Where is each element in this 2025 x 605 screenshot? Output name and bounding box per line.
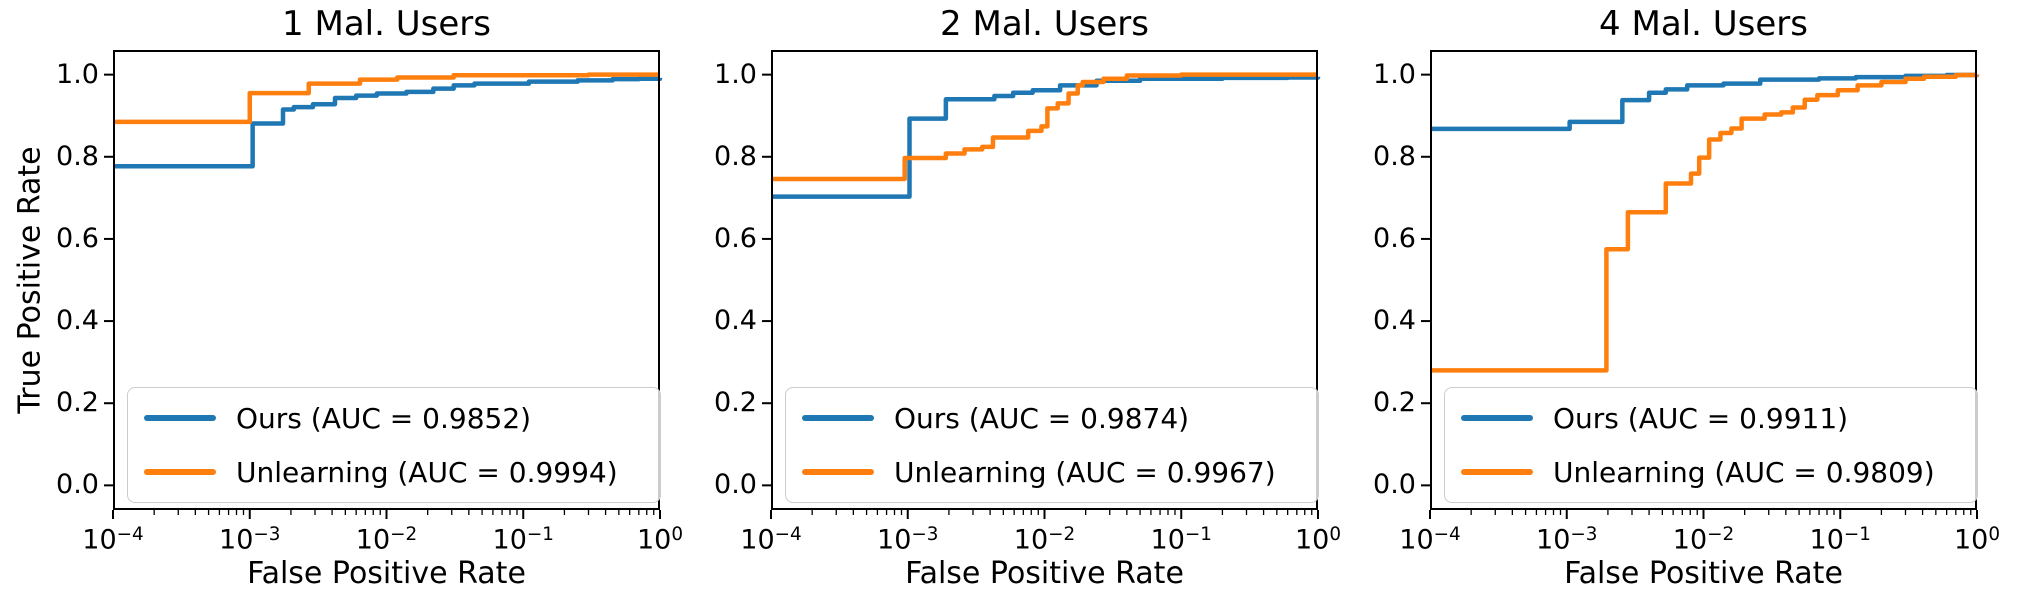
- legend-item: Unlearning (AUC = 0.9994): [144, 450, 644, 494]
- xtick-label: 10−3: [877, 524, 939, 556]
- legend-swatch-unlearning: [144, 469, 216, 475]
- ytick-label: 0.8: [1373, 140, 1416, 172]
- ytick-label: 0.6: [1373, 222, 1416, 254]
- legend-label: Unlearning (AUC = 0.9967): [894, 455, 1276, 489]
- legend-swatch-ours: [802, 415, 874, 421]
- xtick-label: 10−4: [82, 524, 144, 556]
- xtick-label: 10−3: [219, 524, 281, 556]
- ytick-label: 0.0: [1373, 469, 1416, 501]
- legend-label: Unlearning (AUC = 0.9994): [236, 455, 618, 489]
- x-axis-label: False Positive Rate: [1564, 556, 1843, 591]
- legend-swatch-ours: [144, 415, 216, 421]
- legend-item: Ours (AUC = 0.9852): [144, 396, 644, 440]
- legend: Ours (AUC = 0.9911) Unlearning (AUC = 0.9…: [1444, 387, 1978, 503]
- xtick-exponent: −2: [1048, 524, 1076, 545]
- legend-label: Unlearning (AUC = 0.9809): [1553, 455, 1935, 489]
- ytick-label: 0.0: [714, 469, 757, 501]
- xtick-exponent: 0: [1329, 524, 1342, 545]
- xtick-label: 10−2: [355, 524, 418, 556]
- roc-curve-unlearning: [771, 72, 1318, 182]
- xtick-label: 10−2: [1013, 524, 1076, 556]
- roc-curve-unlearning: [113, 72, 660, 125]
- ytick-label: 0.6: [714, 222, 757, 254]
- axes-spines: [113, 50, 660, 510]
- xtick-exponent: 0: [671, 524, 684, 545]
- xtick-label: 10−1: [1150, 524, 1212, 556]
- ytick-label: 0.6: [56, 222, 99, 254]
- xtick-exponent: −2: [1707, 524, 1735, 545]
- xtick-label: 10−4: [1399, 524, 1461, 556]
- legend: Ours (AUC = 0.9852) Unlearning (AUC = 0.9…: [127, 387, 661, 503]
- xtick-exponent: 0: [1988, 524, 2001, 545]
- ytick-label: 0.2: [56, 387, 99, 419]
- legend-swatch-unlearning: [802, 469, 874, 475]
- xtick-label: 10−3: [1536, 524, 1598, 556]
- xtick-label: 10−4: [740, 524, 802, 556]
- ytick-label: 0.0: [56, 469, 99, 501]
- plot-area: [1421, 50, 1980, 519]
- xtick-exponent: −1: [526, 524, 554, 545]
- xtick-exponent: −4: [1433, 524, 1461, 545]
- ytick-label: 1.0: [1373, 58, 1416, 90]
- plot-area: [104, 50, 663, 519]
- ytick-label: 0.4: [56, 305, 99, 337]
- legend-item: Unlearning (AUC = 0.9967): [802, 450, 1302, 494]
- legend: Ours (AUC = 0.9874) Unlearning (AUC = 0.9…: [785, 387, 1319, 503]
- xtick-exponent: −4: [774, 524, 802, 545]
- ytick-label: 1.0: [714, 58, 757, 90]
- ytick-label: 0.2: [1373, 387, 1416, 419]
- legend-item: Ours (AUC = 0.9911): [1461, 396, 1961, 440]
- plot-area: [762, 50, 1321, 519]
- xtick-exponent: −3: [253, 524, 281, 545]
- ytick-label: 0.4: [714, 305, 757, 337]
- legend-item: Ours (AUC = 0.9874): [802, 396, 1302, 440]
- legend-label: Ours (AUC = 0.9852): [236, 401, 532, 435]
- xtick-label: 100: [1953, 524, 2001, 556]
- xtick-label: 10−1: [1809, 524, 1871, 556]
- subplot-title: 1 Mal. Users: [282, 4, 491, 44]
- xtick-exponent: −4: [116, 524, 144, 545]
- axes-spines: [1430, 50, 1977, 510]
- xtick-exponent: −1: [1843, 524, 1871, 545]
- ytick-label: 0.4: [1373, 305, 1416, 337]
- subplot-title: 4 Mal. Users: [1599, 4, 1808, 44]
- roc-curve-ours: [1430, 72, 1980, 132]
- ytick-label: 0.2: [714, 387, 757, 419]
- xtick-label: 10−1: [492, 524, 554, 556]
- legend-item: Unlearning (AUC = 0.9809): [1461, 450, 1961, 494]
- legend-swatch-ours: [1461, 415, 1533, 421]
- ytick-label: 1.0: [56, 58, 99, 90]
- legend-label: Ours (AUC = 0.9911): [1553, 401, 1849, 435]
- y-axis-label: True Positive Rate: [12, 146, 48, 414]
- xtick-label: 100: [1294, 524, 1342, 556]
- xtick-exponent: −2: [390, 524, 418, 545]
- legend-swatch-unlearning: [1461, 469, 1533, 475]
- ytick-label: 0.8: [714, 140, 757, 172]
- xtick-exponent: −3: [1570, 524, 1598, 545]
- xtick-exponent: −3: [911, 524, 939, 545]
- roc-curve-ours: [771, 75, 1321, 199]
- x-axis-label: False Positive Rate: [905, 556, 1184, 591]
- xtick-label: 100: [636, 524, 684, 556]
- ytick-label: 0.8: [56, 140, 99, 172]
- roc-curve-ours: [113, 76, 663, 169]
- roc-curve-unlearning: [1430, 72, 1980, 373]
- legend-label: Ours (AUC = 0.9874): [894, 401, 1190, 435]
- axes-spines: [771, 50, 1318, 510]
- x-axis-label: False Positive Rate: [247, 556, 526, 591]
- subplot-title: 2 Mal. Users: [940, 4, 1149, 44]
- xtick-label: 10−2: [1672, 524, 1735, 556]
- xtick-exponent: −1: [1184, 524, 1212, 545]
